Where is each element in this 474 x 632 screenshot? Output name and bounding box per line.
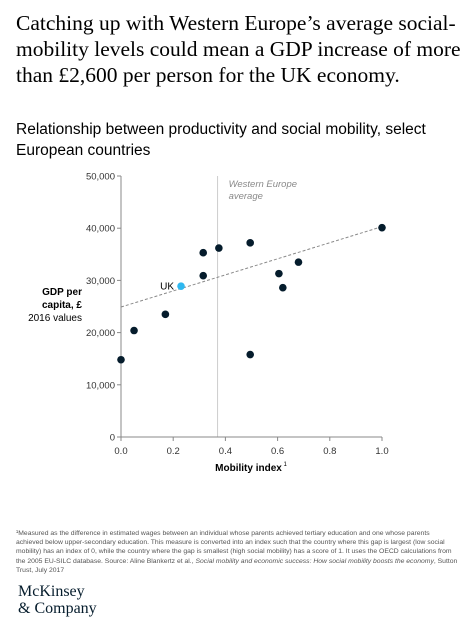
reference-line-label: average bbox=[229, 191, 263, 202]
data-point-label: UK bbox=[160, 282, 174, 293]
data-point bbox=[246, 239, 254, 247]
mckinsey-logo: McKinsey & Company bbox=[18, 583, 97, 617]
logo-line-2: & Company bbox=[18, 600, 97, 617]
logo-line-1: McKinsey bbox=[18, 583, 85, 600]
uk-data-point bbox=[177, 282, 185, 290]
data-point bbox=[117, 355, 125, 364]
data-point bbox=[275, 269, 283, 278]
x-tick-label: 0.8 bbox=[323, 446, 336, 457]
x-axis-label-footnote-mark: 1 bbox=[284, 462, 288, 468]
data-point bbox=[215, 244, 223, 252]
footnote-text: ¹Measured as the difference in estimated… bbox=[16, 530, 452, 565]
trendline bbox=[120, 226, 383, 308]
y-tick-label: 30,000 bbox=[86, 276, 115, 287]
source-title: Social mobility and economic success: Ho… bbox=[195, 557, 434, 565]
chart-subtitle: Relationship between productivity and so… bbox=[16, 121, 426, 159]
x-tick-label: 0.2 bbox=[167, 446, 180, 457]
source-prefix: Source: Aline Blankertz et al., bbox=[104, 557, 196, 565]
data-point bbox=[294, 258, 303, 266]
data-point bbox=[378, 223, 386, 232]
reference-line-label: Western Europe bbox=[229, 179, 297, 190]
y-axis-label-title: GDP per capita, £ bbox=[41, 287, 82, 311]
data-point bbox=[199, 271, 208, 280]
x-axis-label: Mobility index bbox=[215, 463, 282, 474]
data-point bbox=[279, 283, 287, 292]
y-tick-label: 40,000 bbox=[86, 224, 115, 235]
data-point bbox=[246, 350, 254, 359]
y-axis-label-units: 2016 values bbox=[28, 313, 82, 324]
footnote: ¹Measured as the difference in estimated… bbox=[16, 529, 458, 575]
x-tick-label: 0.0 bbox=[114, 446, 127, 457]
y-tick-label: 10,000 bbox=[86, 380, 115, 391]
data-point bbox=[130, 326, 138, 335]
x-tick-label: 1.0 bbox=[375, 446, 388, 457]
x-tick-label: 0.4 bbox=[219, 446, 232, 457]
data-point bbox=[199, 248, 208, 257]
y-axis-label: GDP per capita, £ 2016 values bbox=[18, 286, 82, 325]
source-suffix: , Sutton Trust, July 2017 bbox=[16, 557, 458, 574]
y-tick-label: 50,000 bbox=[86, 172, 115, 183]
data-point bbox=[161, 310, 170, 319]
x-tick-label: 0.6 bbox=[271, 446, 284, 457]
y-tick-label: 0 bbox=[110, 433, 115, 444]
headline: Catching up with Western Europe’s averag… bbox=[16, 11, 461, 87]
y-tick-label: 20,000 bbox=[86, 328, 115, 339]
